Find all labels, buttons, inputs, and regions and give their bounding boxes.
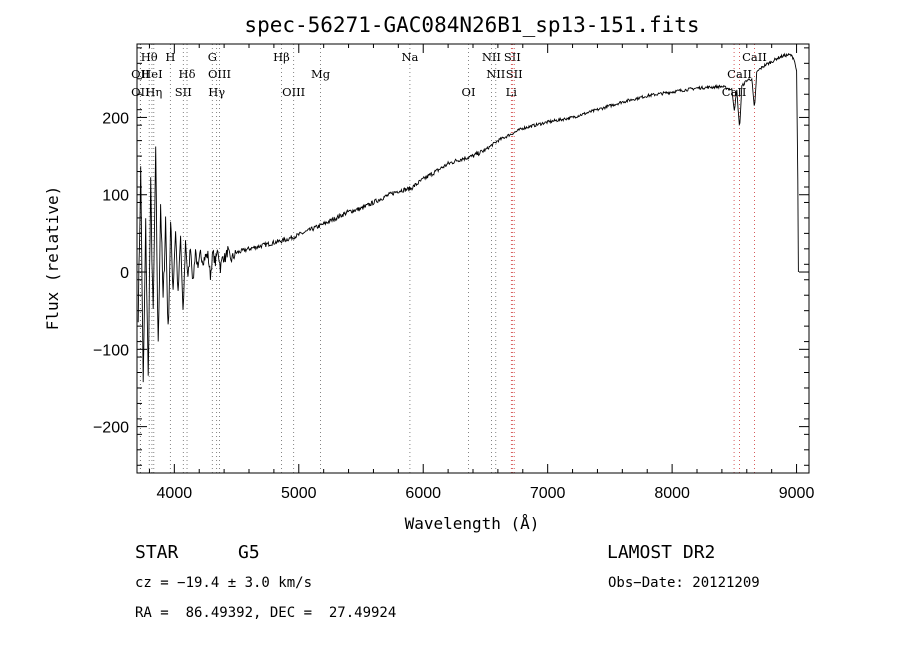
spectral-line-label: SII (506, 67, 523, 81)
x-axis-label: Wavelength (Å) (405, 514, 540, 533)
object-subclass: G5 (238, 542, 260, 563)
y-tick-label: 200 (102, 110, 129, 127)
y-tick-label: 100 (102, 188, 129, 205)
y-axis-label: Flux (relative) (43, 186, 62, 331)
plot-frame (136, 43, 810, 474)
spectral-line-label: Hδ (179, 67, 196, 81)
spectral-line-label: HeI (141, 67, 162, 81)
spectrum-plot: spec-56271-GAC084N26B1_sp13-151.fits Hθ O… (43, 13, 815, 533)
observation-date: Obs−Date: 20121209 (608, 575, 760, 591)
x-tick-label: 4000 (157, 485, 193, 502)
spectral-line-label: H (165, 50, 175, 64)
spectral-line-markers: HθOIIOIIHeIHηHHδSIIGOIIIHγHβOIIIMgNaOINI… (131, 44, 767, 473)
spectral-line-label: OII (131, 67, 150, 81)
spectral-line-label: Hη (145, 85, 162, 99)
spectral-line-label: OI (462, 85, 476, 99)
spectral-line-label: OII (131, 85, 150, 99)
axes: 4000 5000 6000 7000 8000 9000 −200 −100 0 100 200 (93, 44, 815, 502)
x-tick-label: 5000 (281, 485, 317, 502)
spectral-line-label: OIII (208, 67, 231, 81)
spectral-line-label: Hγ (208, 85, 225, 99)
spectral-line-label: Na (401, 50, 418, 64)
spectral-line-label: CaII (742, 50, 767, 64)
chart-title: spec-56271-GAC084N26B1_sp13-151.fits (244, 13, 699, 37)
x-tick-label: 7000 (530, 485, 566, 502)
object-class-label: STAR (135, 542, 179, 563)
spectral-line-label: SII (504, 50, 521, 64)
y-tick-label: −200 (93, 420, 129, 437)
spectral-line-label: Mg (311, 67, 331, 81)
spectral-line-label: Li (506, 85, 518, 99)
spectral-line-label: CaII (727, 67, 752, 81)
spectrum-series-line (137, 52, 799, 383)
x-tick-label: 9000 (779, 485, 815, 502)
spectral-line-label: Hβ (273, 50, 290, 64)
spectral-line-label: NII (482, 50, 501, 64)
spectral-line-label: SII (175, 85, 192, 99)
x-tick-label: 8000 (654, 485, 690, 502)
spectral-line-label: NII (486, 67, 505, 81)
survey-label: LAMOST DR2 (607, 542, 716, 563)
spectral-line-label: G (208, 50, 217, 64)
spectral-line-label: OIII (282, 85, 305, 99)
y-tick-label: 0 (120, 265, 129, 282)
x-tick-label: 6000 (405, 485, 441, 502)
coordinates: RA = 86.49392, DEC = 27.49924 (135, 605, 397, 621)
y-tick-label: −100 (93, 342, 129, 359)
spectral-line-label: Hθ (141, 50, 158, 64)
redshift-cz: cz = −19.4 ± 3.0 km/s (135, 575, 313, 591)
